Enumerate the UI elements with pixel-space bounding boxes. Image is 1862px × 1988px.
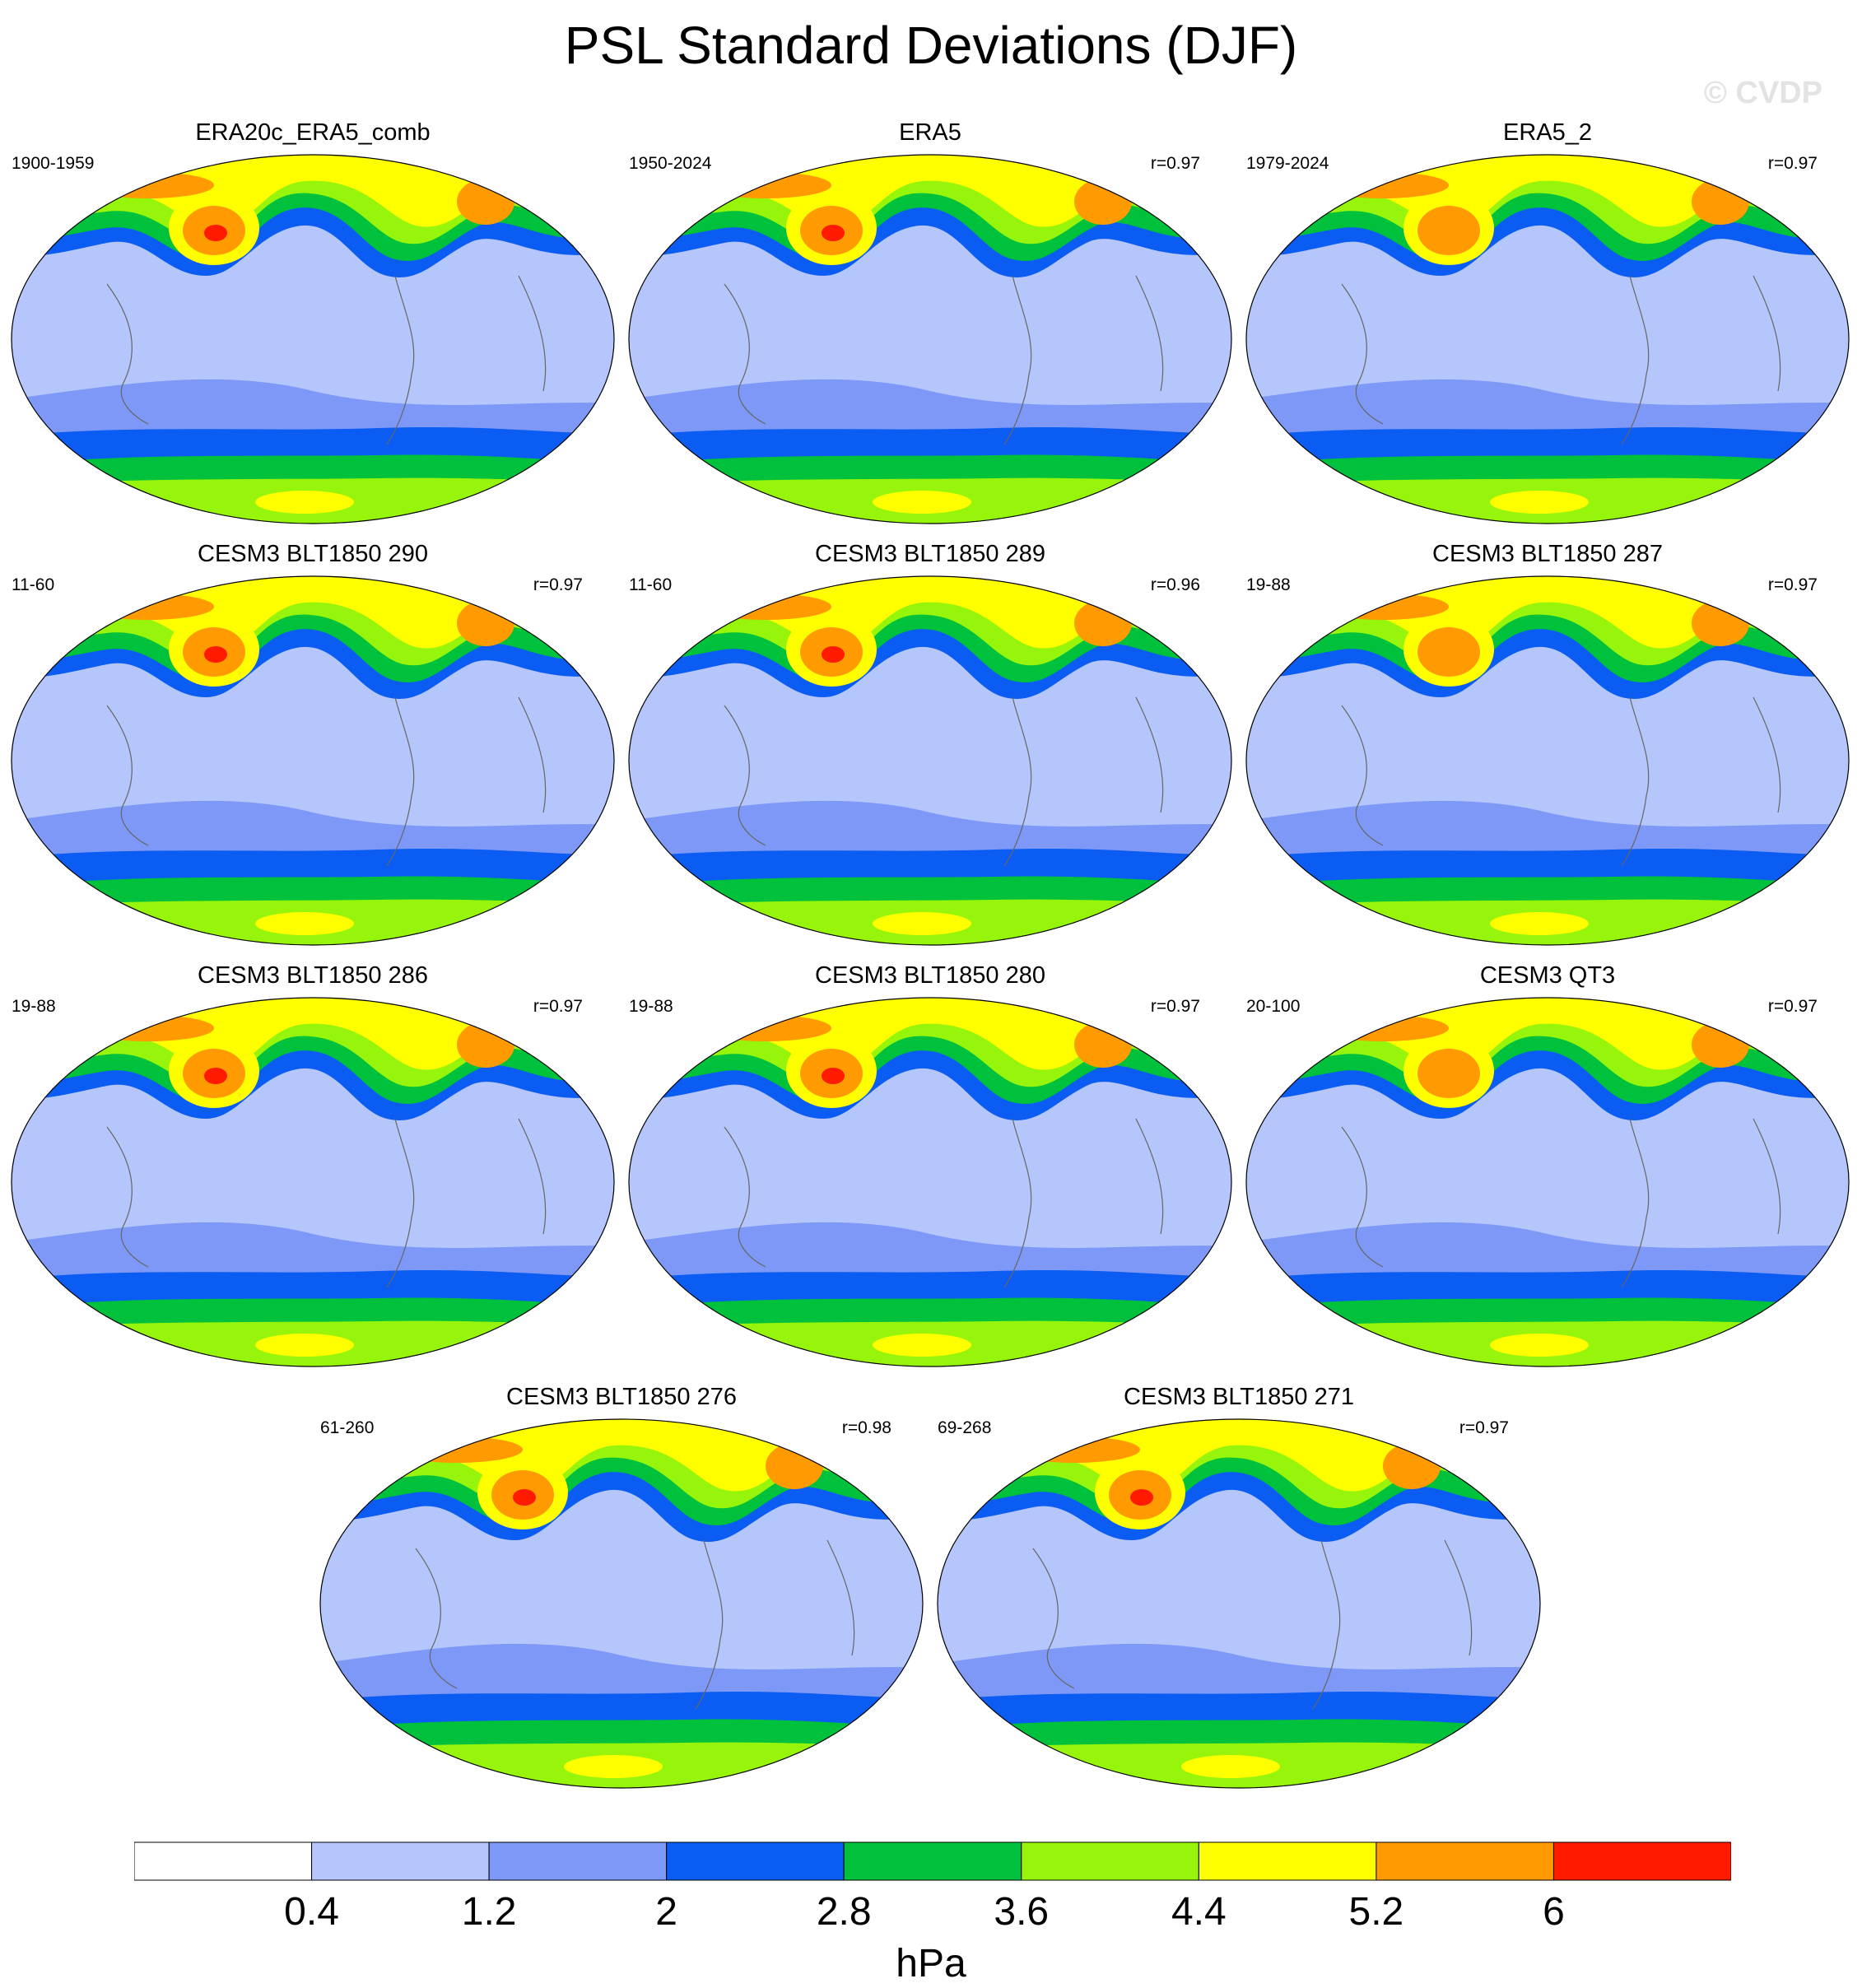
colorbar-segment <box>1021 1841 1199 1881</box>
panel-title: CESM3 BLT1850 287 <box>1432 541 1663 567</box>
map-panel: CESM3 BLT1850 289 11-60 r=0.96 <box>626 541 1235 957</box>
colorbar-tick-label: 0.4 <box>284 1890 339 1934</box>
panel-correlation: r=0.97 <box>533 575 583 594</box>
world-map <box>1245 997 1850 1367</box>
panel-period: 11-60 <box>12 575 55 594</box>
colorbar-tick-label: 1.2 <box>461 1890 517 1934</box>
panel-correlation: r=0.97 <box>1150 154 1200 173</box>
world-map <box>628 997 1232 1367</box>
colorbar-segment <box>311 1841 490 1881</box>
colorbar-segment <box>1552 1841 1731 1881</box>
panel-period: 11-60 <box>629 575 673 594</box>
map-panel: CESM3 BLT1850 290 11-60 r=0.97 <box>8 541 617 957</box>
map-panel: CESM3 BLT1850 276 61-260 r=0.98 <box>317 1384 926 1799</box>
world-map <box>628 154 1232 524</box>
panel-period: 19-88 <box>629 997 673 1016</box>
colorbar-segment <box>1198 1841 1377 1881</box>
panel-title: CESM3 QT3 <box>1479 962 1616 989</box>
panel-title: ERA5 <box>899 119 961 146</box>
panel-title: ERA20c_ERA5_comb <box>195 119 431 146</box>
panel-title: CESM3 BLT1850 290 <box>198 541 428 567</box>
panel-period: 69-268 <box>938 1418 992 1437</box>
colorbar-tick-label: 4.4 <box>1171 1890 1227 1934</box>
panel-correlation: r=0.97 <box>1150 997 1200 1016</box>
colorbar-tick-label: 6 <box>1543 1890 1565 1934</box>
colorbar-segment <box>843 1841 1022 1881</box>
map-panel: ERA5_2 1979-2024 r=0.97 <box>1243 119 1852 535</box>
panel-correlation: r=0.97 <box>1767 154 1818 173</box>
colorbar-unit: hPa <box>896 1942 966 1986</box>
colorbar-tick-label: 2 <box>655 1890 678 1934</box>
map-panel: ERA20c_ERA5_comb 1900-1959 <box>8 119 617 535</box>
map-panel: ERA5 1950-2024 r=0.97 <box>626 119 1235 535</box>
panel-period: 19-88 <box>12 997 56 1016</box>
map-panel: CESM3 BLT1850 280 19-88 r=0.97 <box>626 962 1235 1378</box>
map-panel: CESM3 BLT1850 271 69-268 r=0.97 <box>934 1384 1543 1799</box>
panel-correlation: r=0.97 <box>1767 997 1818 1016</box>
panel-title: CESM3 BLT1850 271 <box>1124 1384 1354 1410</box>
world-map <box>1245 575 1850 946</box>
panel-title: CESM3 BLT1850 289 <box>815 541 1045 567</box>
panel-period: 61-260 <box>320 1418 375 1437</box>
panel-correlation: r=0.98 <box>841 1418 891 1437</box>
cvdp-watermark: © CVDP <box>1703 76 1822 110</box>
panel-title: CESM3 BLT1850 276 <box>506 1384 737 1410</box>
map-panel: CESM3 QT3 20-100 r=0.97 <box>1243 962 1852 1378</box>
panel-correlation: r=0.97 <box>533 997 583 1016</box>
panel-period: 20-100 <box>1246 997 1301 1016</box>
colorbar <box>134 1841 1731 1881</box>
world-map <box>11 154 615 524</box>
panel-title: ERA5_2 <box>1502 119 1592 146</box>
world-map <box>628 575 1232 946</box>
colorbar-tick-label: 3.6 <box>994 1890 1050 1934</box>
panel-period: 1979-2024 <box>1246 154 1329 173</box>
panel-correlation: r=0.97 <box>1459 1418 1509 1437</box>
world-map <box>319 1418 924 1789</box>
world-map <box>1245 154 1850 524</box>
colorbar-segment <box>134 1841 313 1881</box>
colorbar-tick-label: 5.2 <box>1348 1890 1404 1934</box>
map-panel: CESM3 BLT1850 286 19-88 r=0.97 <box>8 962 617 1378</box>
colorbar-segment <box>488 1841 668 1881</box>
panel-title: CESM3 BLT1850 280 <box>815 962 1045 989</box>
colorbar-segment <box>666 1841 845 1881</box>
panel-correlation: r=0.96 <box>1150 575 1200 594</box>
page-title: PSL Standard Deviations (DJF) <box>564 16 1298 75</box>
panel-period: 1900-1959 <box>12 154 95 173</box>
world-map <box>11 997 615 1367</box>
colorbar-segment <box>1376 1841 1554 1881</box>
panel-period: 1950-2024 <box>629 154 712 173</box>
world-map <box>11 575 615 946</box>
panel-correlation: r=0.97 <box>1767 575 1818 594</box>
colorbar-tick-label: 2.8 <box>816 1890 872 1934</box>
world-map <box>937 1418 1541 1789</box>
map-panel: CESM3 BLT1850 287 19-88 r=0.97 <box>1243 541 1852 957</box>
panel-title: CESM3 BLT1850 286 <box>198 962 428 989</box>
panel-period: 19-88 <box>1246 575 1291 594</box>
